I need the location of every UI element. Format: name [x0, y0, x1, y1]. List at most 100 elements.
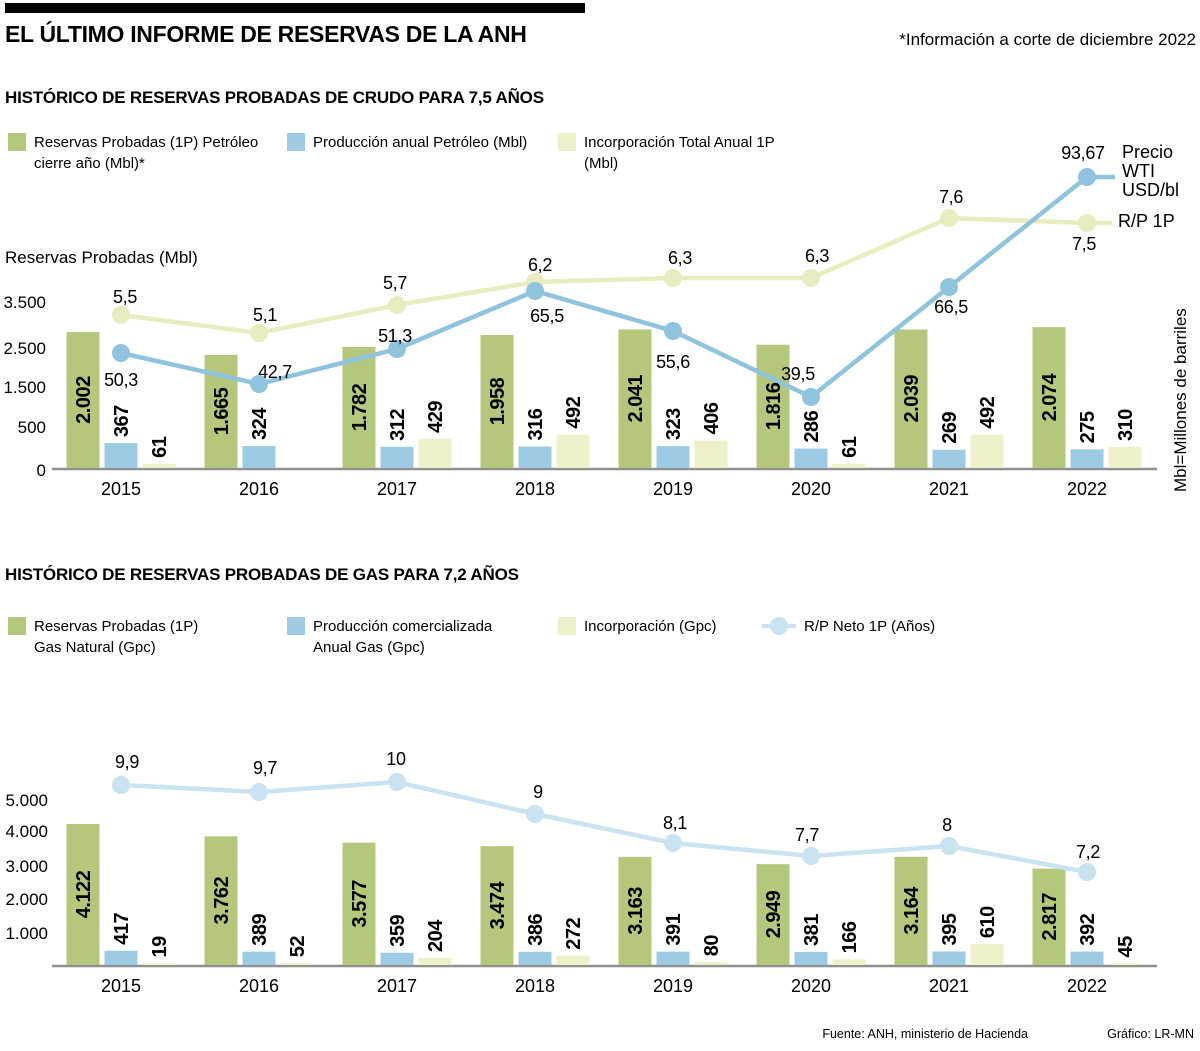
bar-label: 3.164 [901, 886, 923, 935]
year-label: 2020 [791, 976, 831, 996]
line-point-label: 8,1 [663, 813, 687, 833]
bar [1032, 327, 1066, 468]
bar-label: 3.474 [487, 880, 509, 929]
line-point-label: 55,6 [656, 352, 690, 372]
bar [342, 347, 376, 468]
bar [694, 440, 728, 468]
bar-label: 61 [839, 436, 861, 458]
line-series [120, 779, 1088, 875]
bar [380, 952, 414, 965]
bar [794, 951, 828, 965]
year-label: 2016 [239, 976, 279, 996]
line-point-label: 7,6 [939, 187, 963, 207]
bar-label: 2.817 [1039, 893, 1061, 941]
year-label: 2020 [791, 479, 831, 499]
bar [970, 944, 1004, 965]
bar-label: 45 [1115, 936, 1137, 958]
bar-label: 492 [563, 396, 585, 428]
line-point-label: 66,5 [934, 297, 968, 317]
bar [556, 955, 590, 965]
bar-label: 80 [701, 935, 723, 957]
chart2-legend-item-incorporacion: Incorporación (Gpc) [558, 616, 717, 637]
year-label: 2022 [1067, 479, 1107, 499]
bar-label: 1.782 [349, 383, 371, 431]
bar-label: 386 [525, 914, 547, 946]
bar [342, 842, 376, 965]
chart2-title: HISTÓRICO DE RESERVAS PROBADAS DE GAS PA… [5, 565, 519, 584]
line-dot [526, 805, 544, 823]
tick-label: 4.000 [5, 822, 48, 841]
line-dot [388, 773, 406, 791]
bar [104, 443, 138, 468]
bar-label: 4.122 [73, 870, 95, 918]
blue-swatch-icon [287, 617, 305, 635]
bar [756, 864, 790, 965]
bar-label: 272 [563, 917, 585, 949]
line-dot [526, 282, 544, 300]
bar [832, 959, 866, 965]
bar [518, 446, 552, 468]
bar [694, 962, 728, 965]
chart-1: 0 500 1.500 2.500 3.500 2015 2016 2017 2018 2019 2… [3, 143, 1190, 499]
rp-series-end-label: R/P 1P [1118, 211, 1175, 231]
line-dot [664, 834, 682, 852]
cream-swatch-icon [558, 133, 576, 151]
bar-label: 1.816 [763, 382, 785, 430]
year-label: 2018 [515, 976, 555, 996]
line-dot [112, 306, 130, 324]
bar-label: 1.958 [487, 377, 509, 425]
bar-label: 316 [525, 408, 547, 440]
line-dot [388, 340, 406, 358]
line-point-label: 39,5 [781, 364, 815, 384]
line-dot [940, 837, 958, 855]
tick-label: 0 [37, 461, 46, 480]
bar [894, 856, 928, 965]
bar [1032, 868, 1066, 965]
year-label: 2015 [101, 976, 141, 996]
right-axis-unit-label: Mbl=Millones de barriles [1171, 308, 1190, 492]
bar [66, 824, 100, 965]
bar [280, 963, 314, 965]
year-label: 2022 [1067, 976, 1107, 996]
line-dot [664, 322, 682, 340]
bar [1108, 963, 1142, 965]
legend-label: (Mbl) [584, 155, 619, 172]
asof-note: *Información a corte de diciembre 2022 [899, 30, 1196, 49]
year-label: 2017 [377, 479, 417, 499]
bar [618, 329, 652, 468]
tick-label: 5.000 [5, 791, 48, 810]
year-label: 2015 [101, 479, 141, 499]
bar [618, 856, 652, 965]
line-dot [112, 776, 130, 794]
line-point-label: 8 [942, 815, 952, 835]
bar-label: 392 [1077, 913, 1099, 945]
bar-label: 2.002 [73, 376, 95, 424]
wti-series-end-label-line1: Precio WTI [1122, 142, 1174, 181]
bar-label: 429 [425, 401, 447, 433]
green-swatch-icon [8, 133, 26, 151]
bar [1070, 449, 1104, 468]
line-dot [664, 269, 682, 287]
bar-label: 2.074 [1039, 372, 1061, 421]
bar-label: 2.041 [625, 375, 647, 423]
bar-label: 406 [701, 402, 723, 434]
bar [832, 463, 866, 468]
bar-label: 204 [425, 919, 447, 952]
bar [656, 951, 690, 965]
bar-label: 492 [977, 396, 999, 428]
line-point-label: 10 [386, 749, 406, 769]
wti-series-end-label-line2: USD/bl [1122, 180, 1180, 200]
line-dot [802, 388, 820, 406]
bar-label: 1.665 [211, 387, 233, 435]
line-point-label: 9,7 [253, 758, 277, 778]
line-point-label: 6,2 [528, 255, 552, 275]
bar [894, 329, 928, 468]
bar-label: 3.762 [211, 877, 233, 925]
line-dot [250, 375, 268, 393]
line-dot-marker-icon [762, 616, 796, 636]
legend-label: Gas Natural (Gpc) [34, 639, 156, 656]
bar-label: 323 [663, 408, 685, 440]
legend-label: R/P Neto 1P (Años) [804, 618, 936, 635]
